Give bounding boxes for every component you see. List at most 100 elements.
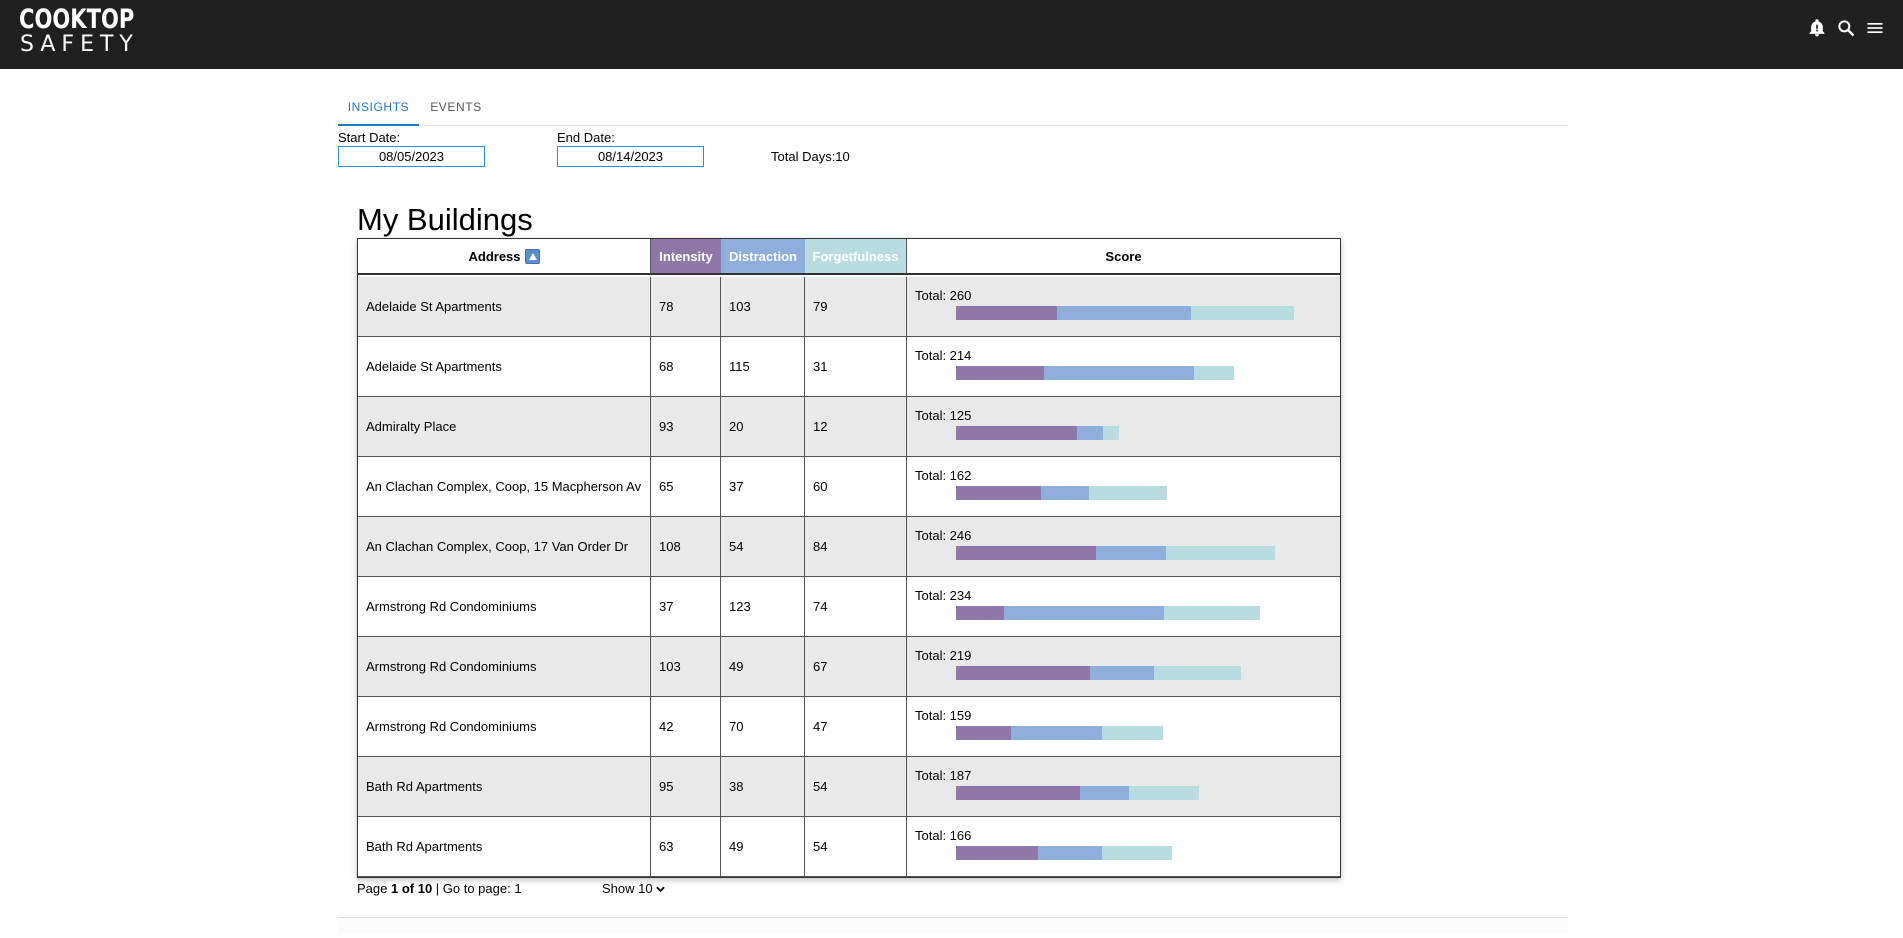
forgetfulness-cell: 54	[805, 817, 907, 876]
forgetfulness-segment	[1154, 666, 1241, 680]
table-row[interactable]: Admiralty Place 93 20 12 Total: 125	[358, 397, 1340, 457]
logo-line-2: SAFETY	[20, 33, 139, 57]
table-row[interactable]: Bath Rd Apartments 95 38 54 Total: 187	[358, 757, 1340, 817]
distraction-segment	[1096, 546, 1166, 560]
score-cell: Total: 187	[907, 757, 1340, 816]
address-cell: Armstrong Rd Condominiums	[358, 637, 651, 696]
table-row[interactable]: Armstrong Rd Condominiums 37 123 74 Total: 2…	[358, 577, 1340, 637]
distraction-cell: 70	[721, 697, 805, 756]
footer-divider	[338, 917, 1568, 933]
table-row[interactable]: Adelaide St Apartments 68 115 31 Total: 214	[358, 337, 1340, 397]
page-size-label: Show 10	[602, 881, 653, 896]
distraction-cell: 115	[721, 337, 805, 396]
forgetfulness-segment	[1089, 486, 1167, 500]
score-bar	[956, 426, 1119, 440]
table-row[interactable]: Bath Rd Apartments 63 49 54 Total: 166	[358, 817, 1340, 877]
intensity-segment	[956, 726, 1011, 740]
column-header-intensity[interactable]: Intensity	[651, 239, 721, 275]
forgetfulness-segment	[1103, 426, 1119, 440]
score-bar	[956, 366, 1234, 380]
distraction-segment	[1080, 786, 1129, 800]
start-date-input[interactable]	[338, 146, 485, 167]
column-header-address[interactable]: Address	[358, 239, 651, 275]
score-cell: Total: 219	[907, 637, 1340, 696]
table-row[interactable]: An Clachan Complex, Coop, 17 Van Order D…	[358, 517, 1340, 577]
intensity-cell: 68	[651, 337, 721, 396]
forgetfulness-segment	[1166, 546, 1275, 560]
address-cell: Bath Rd Apartments	[358, 757, 651, 816]
distraction-segment	[1057, 306, 1191, 320]
tab-insights[interactable]: INSIGHTS	[338, 95, 419, 126]
forgetfulness-cell: 67	[805, 637, 907, 696]
score-total: Total: 125	[915, 408, 971, 423]
intensity-segment	[956, 606, 1004, 620]
table-row[interactable]: Adelaide St Apartments 78 103 79 Total: 260	[358, 277, 1340, 337]
intensity-segment	[956, 546, 1096, 560]
sort-ascending-icon[interactable]	[525, 249, 540, 264]
forgetfulness-cell: 79	[805, 277, 907, 336]
score-bar	[956, 606, 1260, 620]
score-total: Total: 166	[915, 828, 971, 843]
distraction-segment	[1077, 426, 1103, 440]
forgetfulness-cell: 12	[805, 397, 907, 456]
page-size-select[interactable]: Show 10	[602, 881, 665, 896]
forgetfulness-segment	[1194, 366, 1234, 380]
buildings-table: Address Intensity Distraction Forgetfuln…	[357, 238, 1341, 878]
intensity-cell: 78	[651, 277, 721, 336]
tab-events[interactable]: EVENTS	[426, 95, 486, 126]
column-header-score[interactable]: Score	[907, 239, 1340, 275]
score-cell: Total: 260	[907, 277, 1340, 336]
forgetfulness-cell: 47	[805, 697, 907, 756]
distraction-segment	[1004, 606, 1164, 620]
intensity-segment	[956, 786, 1080, 800]
address-cell: Armstrong Rd Condominiums	[358, 577, 651, 636]
distraction-segment	[1041, 486, 1089, 500]
start-date-label: Start Date:	[338, 130, 400, 145]
distraction-cell: 20	[721, 397, 805, 456]
cooktop-safety-logo[interactable]: COOKTOP SAFETY	[19, 7, 119, 57]
column-header-distraction[interactable]: Distraction	[721, 239, 805, 275]
pagination-info: Page 1 of 10 | Go to page: 1	[357, 881, 522, 896]
page-title: My Buildings	[357, 202, 533, 238]
distraction-cell: 103	[721, 277, 805, 336]
address-cell: Armstrong Rd Condominiums	[358, 697, 651, 756]
distraction-segment	[1011, 726, 1102, 740]
address-cell: Admiralty Place	[358, 397, 651, 456]
intensity-segment	[956, 306, 1057, 320]
menu-icon[interactable]	[1865, 18, 1885, 38]
column-header-forgetfulness[interactable]: Forgetfulness	[805, 239, 907, 275]
bell-icon[interactable]	[1807, 18, 1827, 38]
address-cell: An Clachan Complex, Coop, 17 Van Order D…	[358, 517, 651, 576]
go-to-page[interactable]: | Go to page: 1	[432, 881, 521, 896]
table-row[interactable]: An Clachan Complex, Coop, 15 Macpherson …	[358, 457, 1340, 517]
score-bar	[956, 666, 1241, 680]
score-cell: Total: 214	[907, 337, 1340, 396]
table-row[interactable]: Armstrong Rd Condominiums 103 49 67 Total: 2…	[358, 637, 1340, 697]
score-cell: Total: 234	[907, 577, 1340, 636]
score-bar	[956, 486, 1167, 500]
score-cell: Total: 162	[907, 457, 1340, 516]
forgetfulness-cell: 60	[805, 457, 907, 516]
score-total: Total: 234	[915, 588, 971, 603]
top-navigation-bar: COOKTOP SAFETY	[0, 0, 1903, 69]
score-cell: Total: 125	[907, 397, 1340, 456]
distraction-segment	[1038, 846, 1102, 860]
logo-line-1: COOKTOP	[19, 7, 134, 33]
distraction-cell: 38	[721, 757, 805, 816]
distraction-cell: 49	[721, 637, 805, 696]
page-prefix: Page	[357, 881, 391, 896]
forgetfulness-segment	[1164, 606, 1260, 620]
view-tabs: INSIGHTS EVENTS	[338, 95, 1568, 126]
score-total: Total: 162	[915, 468, 971, 483]
end-date-input[interactable]	[557, 146, 704, 167]
column-header-address-label: Address	[468, 249, 520, 264]
address-cell: Adelaide St Apartments	[358, 277, 651, 336]
score-total: Total: 214	[915, 348, 971, 363]
table-row[interactable]: Armstrong Rd Condominiums 42 70 47 Total: 15…	[358, 697, 1340, 757]
intensity-cell: 108	[651, 517, 721, 576]
intensity-cell: 65	[651, 457, 721, 516]
distraction-cell: 54	[721, 517, 805, 576]
address-cell: An Clachan Complex, Coop, 15 Macpherson …	[358, 457, 651, 516]
search-icon[interactable]	[1836, 18, 1856, 38]
header-actions	[1807, 18, 1885, 38]
